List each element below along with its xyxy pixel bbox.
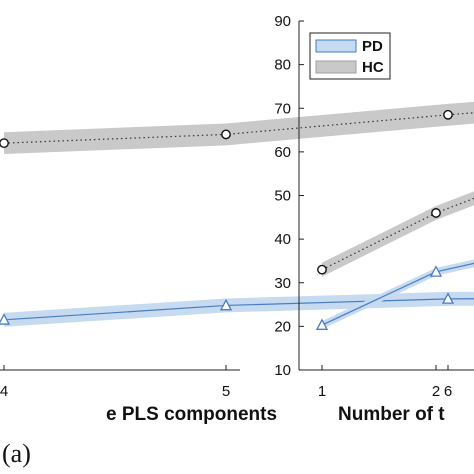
y-tick-label: 40 <box>274 231 291 248</box>
data-point-triangle <box>219 298 233 311</box>
y-tick-label: 10 <box>274 362 291 379</box>
legend-swatch <box>315 60 357 74</box>
y-tick-label: 60 <box>274 144 291 161</box>
y-tick-label: 30 <box>274 275 291 292</box>
series-band <box>4 291 474 327</box>
y-tick-label: 20 <box>274 318 291 335</box>
y-tick-label: 70 <box>274 100 291 117</box>
panel-label: (a) <box>2 439 31 468</box>
data-point-triangle <box>429 265 443 277</box>
series-line <box>321 197 474 271</box>
y-tick-label: 80 <box>274 57 291 74</box>
series-line <box>321 262 474 326</box>
series-band <box>322 191 474 277</box>
y-tick-label: 50 <box>274 188 291 205</box>
legend-label: HC <box>362 59 384 76</box>
x-tick-label: 6 <box>444 383 452 400</box>
data-point-triangle <box>441 292 455 304</box>
left-panel: 45678e PLS components <box>0 101 474 425</box>
chart-legend: PD HC <box>309 32 391 80</box>
x-tick-label: 1 <box>318 383 326 400</box>
x-axis-title: e PLS components <box>106 404 277 425</box>
data-point-circle <box>317 264 327 275</box>
data-point-circle <box>221 129 231 140</box>
data-point-circle <box>0 138 9 149</box>
x-axis-title: Number of t <box>338 404 445 425</box>
data-point-triangle <box>0 313 11 325</box>
series-band <box>4 101 474 155</box>
x-tick-label: 4 <box>0 383 8 400</box>
x-tick-label: 5 <box>222 383 230 400</box>
x-tick-label: 2 <box>432 383 440 400</box>
data-point-circle <box>431 208 441 218</box>
legend-label: PD <box>362 38 383 55</box>
legend-swatch <box>315 39 357 53</box>
y-tick-label: 90 <box>274 13 291 30</box>
data-point-circle <box>443 109 453 120</box>
data-point-triangle <box>315 318 329 330</box>
